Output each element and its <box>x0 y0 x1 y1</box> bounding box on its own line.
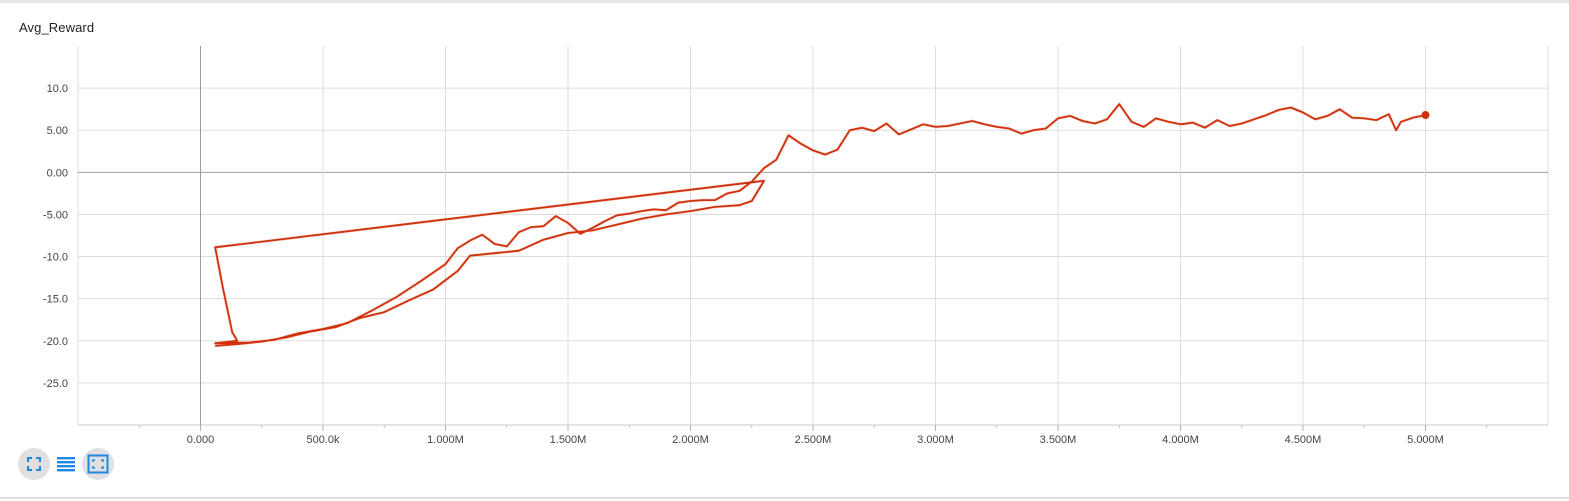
x-tick-label: 2.000M <box>672 434 709 446</box>
y-tick-label: 10.0 <box>47 83 68 95</box>
series-line <box>214 103 1426 347</box>
y-tick-label: -5.00 <box>43 209 68 221</box>
x-tick-label: 0.000 <box>187 434 215 446</box>
x-tick-label: 5.000M <box>1407 434 1444 446</box>
y-tick-label: -10.0 <box>43 252 68 264</box>
series-end-marker <box>1421 111 1430 120</box>
y-tick-label: -20.0 <box>43 336 68 348</box>
x-tick-label: 500.0k <box>306 434 340 446</box>
x-tick-label: 1.500M <box>550 434 587 446</box>
expand-chart-button[interactable] <box>18 448 50 480</box>
fit-domain-icon <box>87 454 109 474</box>
fit-screen-icon <box>27 457 41 471</box>
tick-label-layer: 10.0 5.00 0.00 -5.00 -10.0 -15.0 -20.0 -25.0 0.0… <box>43 83 1444 446</box>
lines-icon <box>57 457 75 472</box>
chart-title: Avg_Reward <box>19 20 95 35</box>
x-tick-label: 4.500M <box>1285 434 1322 446</box>
bottom-border <box>0 497 1569 499</box>
x-tick-label: 1.000M <box>427 434 464 446</box>
y-tick-label: 5.00 <box>47 125 68 137</box>
x-tick-label: 3.500M <box>1040 434 1077 446</box>
top-border <box>0 0 1569 3</box>
y-tick-label: -25.0 <box>43 378 68 390</box>
x-tick-label: 4.000M <box>1162 434 1199 446</box>
x-tick-label: 3.000M <box>917 434 954 446</box>
fit-domain-button[interactable] <box>82 448 114 480</box>
x-tick-label: 2.500M <box>795 434 832 446</box>
series-layer <box>214 103 1430 347</box>
grid-layer <box>77 46 1549 431</box>
y-tick-label: 0.00 <box>47 167 68 179</box>
y-tick-label: -15.0 <box>43 294 68 306</box>
toggle-log-scale-button[interactable] <box>50 448 82 480</box>
